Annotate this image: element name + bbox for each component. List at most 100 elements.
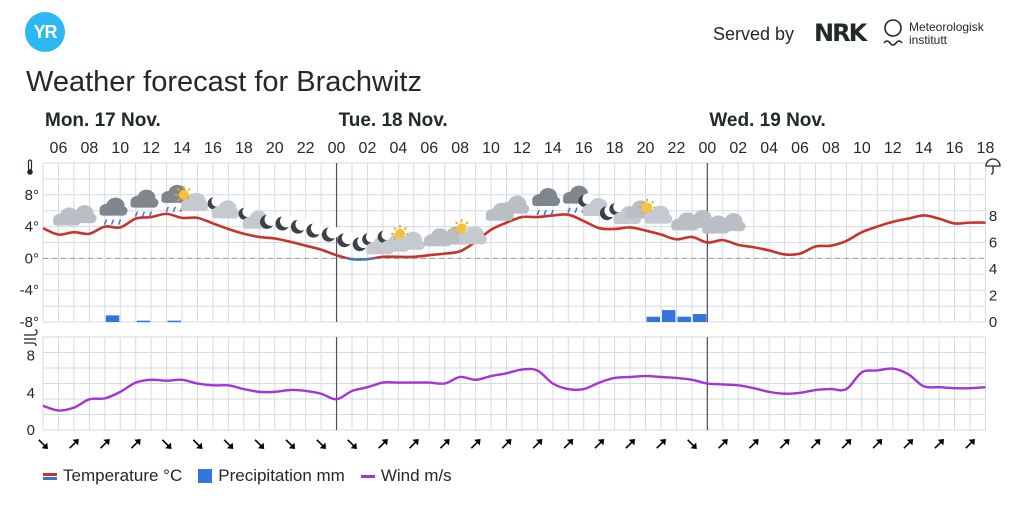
wind-arrow (779, 439, 790, 449)
temperature-tick-label: 8° (25, 187, 39, 204)
hour-label: 18 (235, 140, 253, 157)
hour-label: 12 (513, 140, 531, 157)
hour-label: 06 (791, 140, 809, 157)
hour-label: 02 (729, 140, 747, 157)
temperature-tick-label: 4° (25, 219, 39, 236)
hour-label: 02 (359, 140, 377, 157)
hour-label: 14 (544, 140, 562, 157)
yr-logo[interactable]: YR (25, 12, 65, 52)
legend-item-wind: Wind m/s (360, 466, 452, 486)
hour-label: 18 (606, 140, 624, 157)
wind-grid (42, 336, 986, 431)
wind-arrow (470, 439, 481, 449)
hour-label: 00 (698, 140, 716, 157)
legend-swatch-wind (360, 475, 375, 478)
wind-arrows (38, 439, 975, 449)
legend-item-temperature: Temperature °C (43, 466, 182, 486)
wind-arrow (439, 439, 450, 449)
wind-arrow (841, 439, 852, 449)
precipitation-bar (167, 320, 182, 323)
nrk-logo[interactable]: NRK (814, 19, 867, 47)
wind-arrow (687, 439, 697, 449)
temperature-tick-label: 0° (25, 250, 39, 267)
hour-label: 08 (80, 140, 98, 157)
legend-label: Precipitation mm (218, 466, 345, 485)
wind-arrow (934, 439, 945, 449)
moon-icon (260, 213, 278, 229)
precipitation-tick-label: 0 (989, 314, 997, 331)
wind-tick-label: 0 (27, 422, 35, 439)
wind-arrow (965, 439, 975, 449)
day-label: Wed. 19 Nov. (709, 110, 826, 131)
time-labels: Mon. 17 Nov. Tue. 18 Nov. Wed. 19 Nov. 06 08… (45, 110, 994, 157)
rain-cloud-icon (532, 188, 561, 216)
wind-icon (24, 329, 38, 347)
temperature-series (42, 212, 986, 261)
met-institute-logo[interactable]: Meteorologisk institutt (909, 21, 984, 47)
legend-item-precipitation: Precipitation mm (198, 466, 345, 486)
wind-arrow (625, 439, 636, 449)
cloud-icon (68, 205, 97, 224)
wind-arrow (38, 439, 48, 449)
met-line-1: Meteorologisk (909, 20, 984, 34)
precipitation-bar (677, 316, 691, 322)
wind-arrow (501, 439, 512, 449)
sun-cloud-icon (638, 198, 673, 224)
precipitation-bar (136, 320, 151, 323)
precipitation-tick-label: 8 (989, 208, 997, 225)
forecast-chart: Mon. 17 Nov. Tue. 18 Nov. Wed. 19 Nov.06 08… (20, 110, 1001, 449)
hour-label: 18 (977, 140, 995, 157)
hour-label: 10 (111, 140, 129, 157)
wind-arrow (717, 439, 728, 449)
hour-label: 12 (884, 140, 902, 157)
wind-series (42, 367, 986, 412)
wind-arrow (378, 439, 388, 449)
hour-label: 10 (482, 140, 500, 157)
sun-cloud-icon (174, 185, 209, 211)
sun-cloud-icon (452, 219, 487, 245)
met-institute-icon (883, 19, 903, 46)
moon-icon (337, 231, 355, 248)
moon-icon (321, 225, 339, 242)
hour-label: 20 (637, 140, 655, 157)
wind-arrow (408, 439, 419, 449)
hour-label: 04 (389, 140, 407, 157)
temperature-line (42, 212, 986, 259)
precipitation-tick-label: 6 (989, 235, 997, 252)
sun-cloud-icon (391, 224, 426, 250)
wind-arrow (594, 439, 605, 449)
hour-label: 12 (142, 140, 160, 157)
wind-arrow (872, 439, 883, 449)
wind-arrow (99, 439, 110, 449)
precipitation-bar (105, 315, 120, 322)
hour-label: 10 (853, 140, 871, 157)
temperature-tick-label: -8° (20, 314, 39, 331)
moon-icon (306, 221, 324, 238)
hour-label: 14 (915, 140, 933, 157)
hour-label: 22 (668, 140, 686, 157)
hour-label: 08 (822, 140, 840, 157)
hour-label: 14 (173, 140, 191, 157)
cloud-icon (501, 195, 530, 214)
hour-label: 04 (760, 140, 778, 157)
legend-label: Wind m/s (380, 466, 452, 485)
wind-arrow (347, 439, 357, 449)
cloud-icon (717, 213, 746, 232)
temperature-tick-label: -4° (20, 282, 39, 299)
page-title: Weather forecast for Brachwitz (26, 66, 422, 98)
hour-label: 20 (266, 140, 284, 157)
umbrella-icon (985, 158, 1001, 175)
wind-arrow (161, 439, 172, 449)
day-label: Tue. 18 Nov. (339, 110, 448, 131)
hour-label: 16 (204, 140, 222, 157)
precipitation-bar (646, 316, 660, 322)
wind-arrow (69, 439, 79, 449)
hour-label: 08 (451, 140, 469, 157)
wind-arrow (254, 439, 265, 449)
wind-arrow (532, 439, 543, 449)
wind-arrow (810, 439, 821, 449)
precipitation-bars (105, 310, 707, 323)
moon-icon (275, 214, 293, 231)
wind-arrow (903, 439, 914, 449)
hour-label: 22 (297, 140, 315, 157)
